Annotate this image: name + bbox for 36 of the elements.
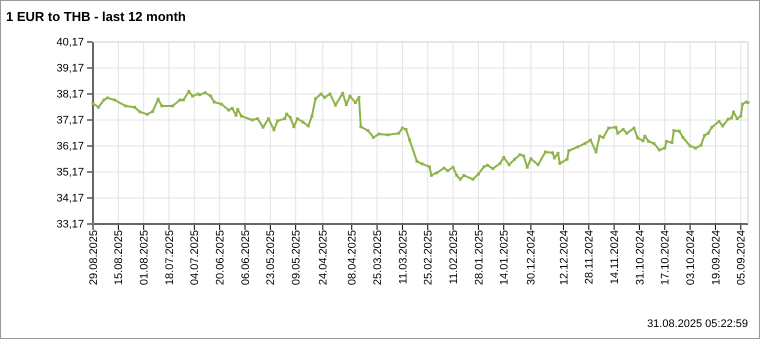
- x-tick-label: 31.10.2024: [634, 230, 646, 286]
- x-tick-label: 04.07.2025: [189, 230, 202, 286]
- x-tick-label: 17.10.2024: [660, 230, 672, 286]
- x-tick-label: 09.05.2025: [290, 230, 302, 286]
- x-tick-label: 20.06.2025: [214, 230, 227, 286]
- x-tick-label: 08.04.2025: [346, 230, 359, 286]
- x-tick-label: 14.01.2025: [498, 230, 511, 286]
- x-tick-label: 28.11.2024: [584, 230, 596, 284]
- y-tick-label: 36,17: [56, 140, 84, 153]
- y-tick-label: 40,17: [56, 36, 84, 49]
- text: 31.08.2025 05:22:59: [647, 318, 748, 330]
- y-tick-label: 33,17: [56, 218, 84, 231]
- x-tick-label: 01.08.2025: [138, 230, 151, 286]
- x-tick-label: 24.04.2025: [318, 230, 330, 286]
- x-tick-label: 25.02.2025: [422, 230, 435, 286]
- x-tick-label: 05.09.2024: [736, 230, 748, 286]
- x-tick-label: 30.12.2024: [526, 230, 538, 286]
- y-tick-label: 35,17: [56, 166, 84, 179]
- x-tick-label: 28.01.2025: [473, 230, 486, 286]
- x-tick-label: 11.02.2025: [448, 230, 460, 284]
- x-tick-label: 11.03.2025: [397, 230, 410, 284]
- x-tick-label: 14.11.2024: [608, 230, 621, 284]
- x-tick-label: 18.07.2025: [164, 230, 176, 286]
- x-tick-label: 06.06.2025: [240, 230, 252, 286]
- x-tick-label: 23.05.2025: [265, 230, 278, 286]
- chart-title: 1 EUR to THB - last 12 month: [6, 9, 186, 24]
- y-tick-label: 38,17: [56, 88, 84, 101]
- y-tick-label: 39,17: [56, 62, 84, 75]
- x-tick-label: 25.03.2025: [372, 230, 384, 286]
- y-tick-label: 34,17: [56, 192, 84, 205]
- x-tick-label: 12.12.2024: [558, 230, 570, 286]
- x-tick-label: 19.09.2024: [710, 230, 722, 286]
- x-tick-label: 03.10.2024: [684, 230, 697, 286]
- y-tick-label: 37,17: [56, 114, 84, 127]
- x-tick-label: 15.08.2025: [113, 230, 126, 286]
- x-tick-label: 29.08.2025: [88, 230, 100, 286]
